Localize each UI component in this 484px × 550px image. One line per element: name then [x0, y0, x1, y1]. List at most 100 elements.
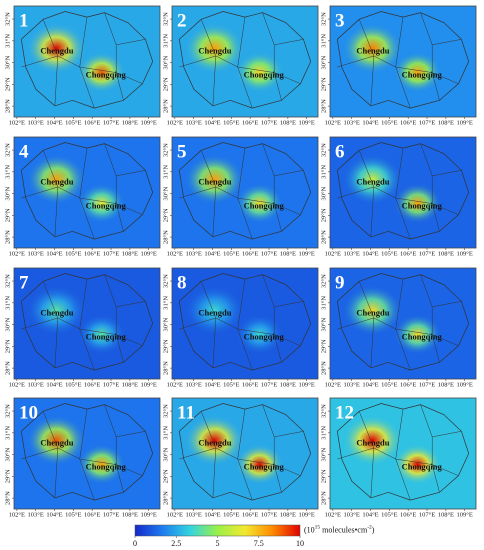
district-border	[179, 317, 216, 330]
x-tick-label: 105°E	[381, 250, 397, 257]
y-tick-label: 28°N	[162, 361, 169, 375]
colorbar-tick-label: 7.5	[254, 539, 264, 548]
y-tick-label: 32°N	[162, 274, 169, 288]
x-tick-label: 106°E	[84, 381, 100, 388]
x-tick-label: 104°E	[204, 381, 220, 388]
x-tick-label: 104°E	[204, 119, 220, 126]
panel-frame	[13, 397, 161, 510]
y-tick-label: 31°N	[4, 426, 11, 440]
panel-label: 2	[177, 10, 187, 31]
y-tick-label: 28°N	[320, 99, 327, 113]
y-tick-label: 28°N	[4, 491, 11, 505]
hotspot	[77, 51, 126, 93]
x-tick-label: 108°E	[438, 119, 454, 126]
panel-frame	[171, 5, 319, 118]
region-border	[20, 142, 154, 240]
district-border	[337, 317, 374, 330]
x-tick-label: 103°E	[28, 511, 44, 518]
x-tick-label: 109°E	[299, 119, 315, 126]
unit-part: )	[372, 525, 375, 534]
region-border	[20, 403, 154, 501]
y-tick-label: 31°N	[162, 34, 169, 48]
district-border	[395, 409, 459, 476]
x-tick-label: 108°E	[280, 119, 296, 126]
city-label: Chengdu	[356, 307, 389, 317]
y-tick-label: 28°N	[162, 491, 169, 505]
panel-label: 4	[19, 141, 29, 162]
hotspot	[235, 443, 284, 485]
city-label: Chongqing	[86, 69, 127, 79]
city-label: Chongqing	[244, 461, 285, 471]
panel-label: 7	[19, 272, 29, 293]
x-tick-label: 103°E	[344, 119, 360, 126]
region-border	[178, 142, 312, 240]
x-tick-label: 109°E	[141, 381, 157, 388]
x-tick-label: 106°E	[84, 511, 100, 518]
colorbar-unit: (1015 molecules•cm-2)	[304, 525, 375, 535]
city-label: Chongqing	[244, 331, 285, 341]
y-tick-label: 32°N	[320, 404, 327, 418]
x-tick-label: 108°E	[438, 250, 454, 257]
city-label: Chengdu	[198, 176, 231, 186]
x-tick-label: 109°E	[299, 381, 315, 388]
x-tick-label: 107°E	[261, 250, 277, 257]
x-tick-label: 107°E	[103, 381, 119, 388]
panel-frame	[13, 136, 161, 249]
region-border	[20, 273, 154, 371]
x-tick-label: 105°E	[381, 511, 397, 518]
x-tick-label: 105°E	[381, 119, 397, 126]
district-border	[179, 55, 216, 68]
x-tick-label: 107°E	[261, 119, 277, 126]
panel-frame	[13, 5, 161, 118]
x-tick-label: 108°E	[280, 511, 296, 518]
city-label: Chongqing	[86, 200, 127, 210]
map-panel: 5 Chengdu Chongqing 102°E 103°E 104°E 105°E 106…	[162, 136, 319, 257]
colorbar-tick-label: 5	[216, 539, 220, 548]
y-tick-label: 31°N	[320, 426, 327, 440]
city-label: Chengdu	[40, 307, 73, 317]
city-label: Chengdu	[40, 176, 73, 186]
x-tick-label: 107°E	[419, 250, 435, 257]
x-tick-label: 105°E	[223, 119, 239, 126]
x-tick-label: 104°E	[46, 511, 62, 518]
region-border	[336, 403, 470, 501]
y-tick-label: 32°N	[4, 143, 11, 157]
district-border	[337, 55, 374, 68]
district-border	[431, 44, 440, 101]
x-tick-label: 105°E	[223, 511, 239, 518]
x-tick-label: 109°E	[457, 119, 473, 126]
district-border	[431, 175, 440, 232]
district-border	[358, 150, 411, 240]
y-tick-label: 32°N	[4, 404, 11, 418]
city-label: Chongqing	[402, 331, 443, 341]
district-border	[79, 148, 143, 215]
x-tick-label: 103°E	[186, 381, 202, 388]
city-label: Chongqing	[244, 200, 285, 210]
y-tick-label: 30°N	[320, 317, 327, 331]
y-tick-label: 28°N	[4, 99, 11, 113]
y-tick-label: 31°N	[320, 296, 327, 310]
unit-part: 15	[315, 525, 321, 531]
x-tick-label: 104°E	[46, 250, 62, 257]
district-border	[42, 150, 95, 240]
x-tick-label: 107°E	[419, 119, 435, 126]
map-panel: 4 Chengdu Chongqing 102°E 103°E 104°E 105°E 106…	[4, 136, 161, 257]
y-tick-label: 32°N	[4, 12, 11, 26]
x-tick-label: 109°E	[299, 511, 315, 518]
x-tick-label: 107°E	[103, 119, 119, 126]
district-border	[115, 306, 124, 363]
y-tick-label: 32°N	[320, 143, 327, 157]
y-tick-label: 28°N	[162, 99, 169, 113]
y-tick-label: 29°N	[4, 469, 11, 483]
district-border	[358, 281, 411, 371]
y-tick-label: 29°N	[4, 77, 11, 91]
district-border	[395, 279, 459, 346]
y-tick-label: 31°N	[4, 296, 11, 310]
x-tick-label: 108°E	[280, 250, 296, 257]
x-tick-label: 105°E	[223, 381, 239, 388]
x-tick-label: 106°E	[400, 250, 416, 257]
region-border	[336, 273, 470, 371]
y-tick-label: 30°N	[320, 447, 327, 461]
